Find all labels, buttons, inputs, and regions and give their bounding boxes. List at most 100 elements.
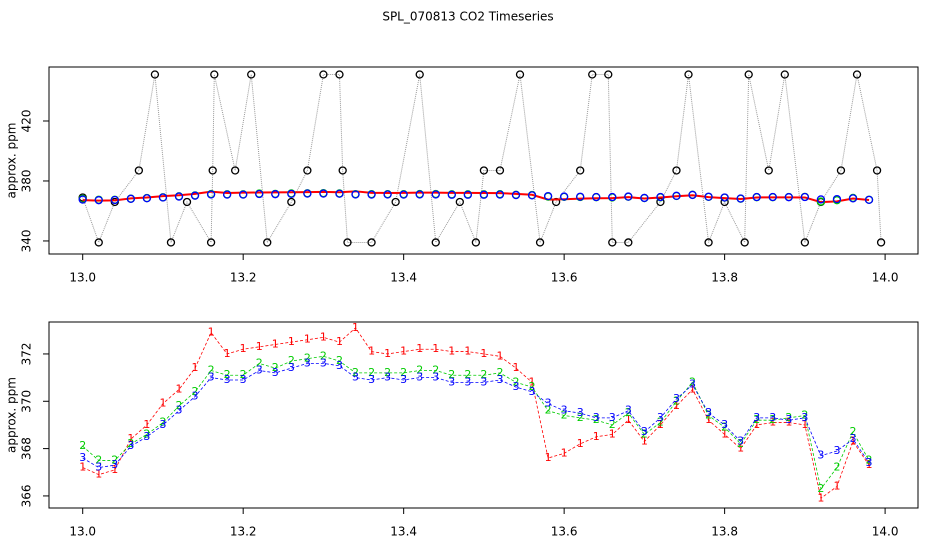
point-marker: 3: [432, 371, 439, 384]
point: [208, 166, 217, 175]
point-marker: 1: [705, 413, 712, 426]
point: [744, 70, 753, 79]
point-marker: 1: [336, 335, 343, 348]
point: [158, 193, 168, 202]
x-tick-label: 13.2: [230, 271, 257, 285]
point-marker: 3: [866, 456, 873, 469]
point-marker: 1: [593, 430, 600, 443]
point-marker: 2: [192, 385, 199, 398]
point-marker: 2: [336, 354, 343, 367]
point-marker: 1: [400, 345, 407, 358]
point-marker: 3: [545, 397, 552, 410]
x-tick-label: 14.0: [872, 271, 899, 285]
point: [255, 189, 264, 199]
x-tick-label: 13.0: [69, 271, 96, 285]
point-marker: 2: [464, 368, 471, 381]
point: [688, 190, 697, 200]
y-tick-label: 340: [20, 230, 34, 253]
point-marker: 2: [432, 364, 439, 377]
point: [338, 166, 347, 175]
point-marker: 1: [288, 335, 295, 348]
x-tick-label: 13.6: [551, 525, 578, 539]
point: [303, 189, 312, 198]
point-marker: 3: [593, 411, 600, 424]
point: [134, 166, 144, 175]
point: [174, 192, 184, 201]
point-marker: 1: [208, 326, 215, 339]
point: [431, 238, 440, 247]
point: [210, 70, 219, 79]
point-marker: 2: [240, 368, 247, 381]
point-marker: 1: [256, 340, 263, 353]
point: [319, 70, 328, 79]
plot-frame: [48, 321, 919, 509]
point: [800, 238, 810, 247]
point-marker: 3: [304, 356, 311, 369]
point-marker: 2: [272, 361, 279, 374]
point-marker: 3: [529, 385, 536, 398]
point-marker: 2: [384, 366, 391, 379]
point: [231, 166, 240, 175]
point-marker: 3: [448, 375, 455, 388]
point: [110, 195, 119, 205]
point: [471, 238, 481, 247]
point-marker: 1: [850, 435, 857, 448]
point-marker: 3: [833, 444, 840, 457]
point-marker: 1: [224, 347, 231, 360]
point-marker: 3: [561, 404, 568, 417]
point-marker: 3: [368, 373, 375, 386]
point: [367, 238, 376, 247]
point: [576, 192, 585, 201]
point-marker: 3: [737, 435, 744, 448]
point-marker: 1: [689, 382, 696, 395]
point-marker: 2: [256, 356, 263, 369]
point-marker: 3: [256, 364, 263, 377]
point-marker: 1: [561, 446, 568, 459]
point-marker: 1: [609, 427, 616, 440]
point-marker: 3: [111, 458, 118, 471]
point: [848, 194, 858, 203]
point-marker: 3: [400, 373, 407, 386]
point-marker: 1: [127, 432, 134, 445]
point: [415, 70, 424, 79]
point-marker: 1: [785, 416, 792, 429]
series-line: [82, 363, 870, 468]
point-marker: 2: [448, 368, 455, 381]
point-marker: 3: [159, 418, 166, 431]
point-marker: 1: [866, 458, 873, 471]
point-marker: 3: [480, 375, 487, 388]
point-marker: 2: [496, 366, 503, 379]
point: [94, 238, 103, 247]
point: [383, 190, 392, 199]
point: [247, 70, 256, 79]
point-marker: 2: [721, 420, 728, 433]
point-marker: 3: [657, 411, 664, 424]
point-marker: 2: [866, 453, 873, 466]
point-marker: 2: [817, 482, 824, 495]
point: [588, 70, 597, 79]
point: [399, 190, 408, 199]
point: [142, 194, 152, 203]
point-marker: 1: [577, 437, 584, 450]
point-marker: 1: [641, 435, 648, 448]
point: [78, 195, 87, 204]
point: [800, 192, 810, 202]
point-marker: 1: [545, 451, 552, 464]
point: [455, 197, 464, 207]
point-marker: 2: [529, 380, 536, 393]
point: [535, 238, 545, 247]
point-marker: 1: [801, 418, 808, 431]
point-marker: 3: [609, 411, 616, 424]
point: [515, 70, 525, 79]
point-marker: 3: [224, 373, 231, 386]
point: [479, 190, 489, 199]
point: [684, 70, 693, 79]
point-marker: 3: [143, 430, 150, 443]
point: [640, 193, 649, 203]
plot-frame: [48, 66, 919, 255]
point: [784, 193, 793, 202]
point-marker: 3: [673, 392, 680, 405]
point-marker: 3: [801, 411, 808, 424]
point: [608, 238, 617, 247]
point: [624, 238, 633, 247]
